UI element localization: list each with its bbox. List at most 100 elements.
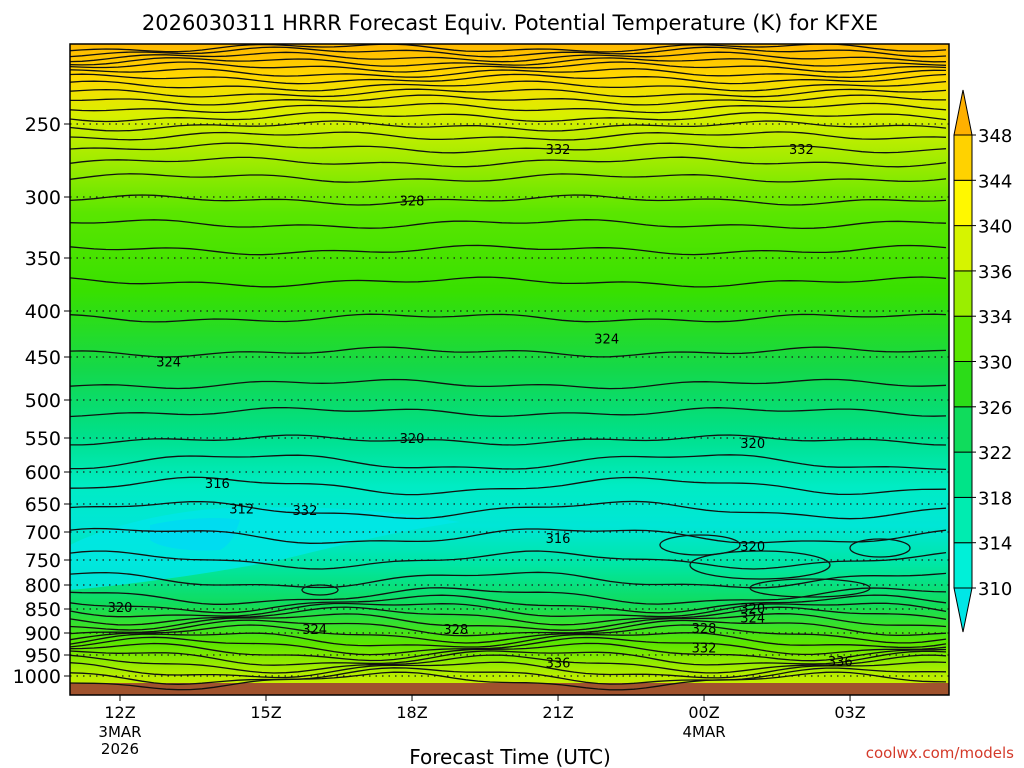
chart-title: 2026030311 HRRR Forecast Equiv. Potentia… bbox=[142, 11, 878, 35]
x-tick-label: 18Z bbox=[396, 703, 427, 722]
contour-line bbox=[70, 613, 947, 631]
ground-strip bbox=[70, 683, 949, 695]
field-fill bbox=[70, 44, 949, 695]
contour-label: 332 bbox=[789, 143, 814, 158]
colorbar-segment bbox=[953, 406, 973, 453]
y-tick-label: 250 bbox=[25, 114, 61, 136]
colorbar-segment bbox=[953, 179, 973, 227]
plot-frame bbox=[69, 43, 950, 696]
contour-line bbox=[70, 606, 947, 626]
contour-line bbox=[70, 173, 947, 183]
colorbar-segment bbox=[953, 542, 973, 589]
contour-label: 312 bbox=[229, 502, 254, 517]
contour-line bbox=[70, 68, 947, 79]
contour-line bbox=[70, 594, 947, 614]
contour-line bbox=[70, 346, 947, 358]
contour-closed bbox=[849, 538, 911, 558]
contour-label: 324 bbox=[302, 623, 327, 638]
contour-line bbox=[70, 378, 947, 390]
x-tick-label: 15Z bbox=[250, 703, 281, 722]
contour-lines bbox=[70, 44, 947, 691]
colorbar-segment bbox=[953, 451, 973, 498]
y-tick-label: 400 bbox=[25, 301, 61, 323]
contour-line bbox=[70, 111, 947, 123]
contour-line bbox=[70, 476, 947, 496]
contour-label: 320 bbox=[108, 601, 133, 616]
contour-line bbox=[70, 219, 947, 230]
contour-line bbox=[70, 102, 947, 114]
colorbar-min-arrow bbox=[953, 587, 973, 633]
colorbar-label: 340 bbox=[978, 217, 1012, 238]
colorbar-label: 334 bbox=[978, 307, 1012, 328]
contour-line bbox=[70, 636, 947, 656]
colorbar-label: 330 bbox=[978, 353, 1012, 374]
contour-label: 332 bbox=[692, 642, 717, 657]
contour-line bbox=[70, 667, 947, 685]
y-axis: 2503003504004505005506006507007508008509… bbox=[13, 114, 70, 688]
contour-closed bbox=[689, 550, 831, 580]
colorbar-segment bbox=[953, 361, 973, 408]
contour-line bbox=[70, 619, 947, 637]
contour-line bbox=[70, 313, 947, 323]
colorbar: 310 314 318 322 326 330 334 336 340 344 348 bbox=[953, 89, 1012, 633]
x-tick-label: 00Z bbox=[688, 703, 719, 722]
y-tick-label: 600 bbox=[25, 462, 61, 484]
colorbar-segment bbox=[953, 315, 973, 363]
contour-line bbox=[70, 156, 947, 168]
y-tick-label: 950 bbox=[25, 645, 61, 667]
contour-line bbox=[70, 454, 947, 471]
x-axis-label: Forecast Time (UTC) bbox=[409, 745, 611, 768]
contour-line bbox=[70, 131, 947, 141]
colorbar-label: 336 bbox=[978, 262, 1012, 283]
colorbar-label: 318 bbox=[978, 488, 1012, 509]
contour-line bbox=[70, 94, 946, 106]
y-tick-label: 800 bbox=[25, 575, 61, 597]
contour-label: 316 bbox=[205, 477, 230, 492]
contour-line bbox=[70, 527, 947, 544]
y-tick-label: 500 bbox=[25, 390, 61, 412]
contour-line bbox=[70, 80, 947, 92]
contour-line bbox=[70, 120, 947, 132]
x-tick-label: 03Z bbox=[834, 703, 865, 722]
contour-line bbox=[70, 650, 947, 666]
contour-line bbox=[70, 51, 947, 63]
cold-core-310 bbox=[150, 517, 240, 551]
colorbar-label: 344 bbox=[978, 171, 1012, 192]
contour-line bbox=[70, 46, 947, 58]
contour-line bbox=[70, 406, 947, 418]
contour-line bbox=[70, 571, 947, 589]
contour-line bbox=[70, 624, 947, 644]
colorbar-segment bbox=[953, 134, 973, 181]
contour-line bbox=[70, 276, 947, 288]
contour-label: 324 bbox=[740, 612, 765, 627]
y-tick-label: 850 bbox=[25, 599, 61, 621]
contour-line bbox=[70, 61, 947, 73]
colorbar-max-arrow bbox=[953, 89, 973, 136]
x-date-label: 3MAR bbox=[98, 723, 141, 741]
y-tick-label: 700 bbox=[25, 522, 61, 544]
colorbar-segment bbox=[953, 270, 973, 317]
contour-line bbox=[70, 661, 947, 679]
contour-closed bbox=[659, 534, 741, 556]
contour-label: 324 bbox=[156, 355, 181, 370]
contour-line bbox=[70, 142, 947, 154]
contour-label: 324 bbox=[594, 333, 619, 348]
contour-label: 320 bbox=[740, 437, 765, 452]
contour-label: 328 bbox=[400, 195, 425, 210]
contour-line bbox=[70, 73, 947, 85]
x-tick-label: 12Z bbox=[104, 703, 135, 722]
contour-line bbox=[70, 434, 947, 446]
contour-line bbox=[70, 244, 947, 256]
colorbar-label: 314 bbox=[978, 534, 1012, 555]
contour-closed bbox=[301, 584, 339, 596]
contour-line bbox=[70, 602, 947, 618]
y-tick-label: 300 bbox=[25, 187, 61, 209]
contour-line bbox=[70, 44, 947, 53]
contour-line bbox=[70, 550, 947, 570]
colorbar-segment bbox=[953, 225, 973, 272]
contour-line bbox=[70, 500, 947, 520]
contour-label: 332 bbox=[293, 504, 318, 519]
